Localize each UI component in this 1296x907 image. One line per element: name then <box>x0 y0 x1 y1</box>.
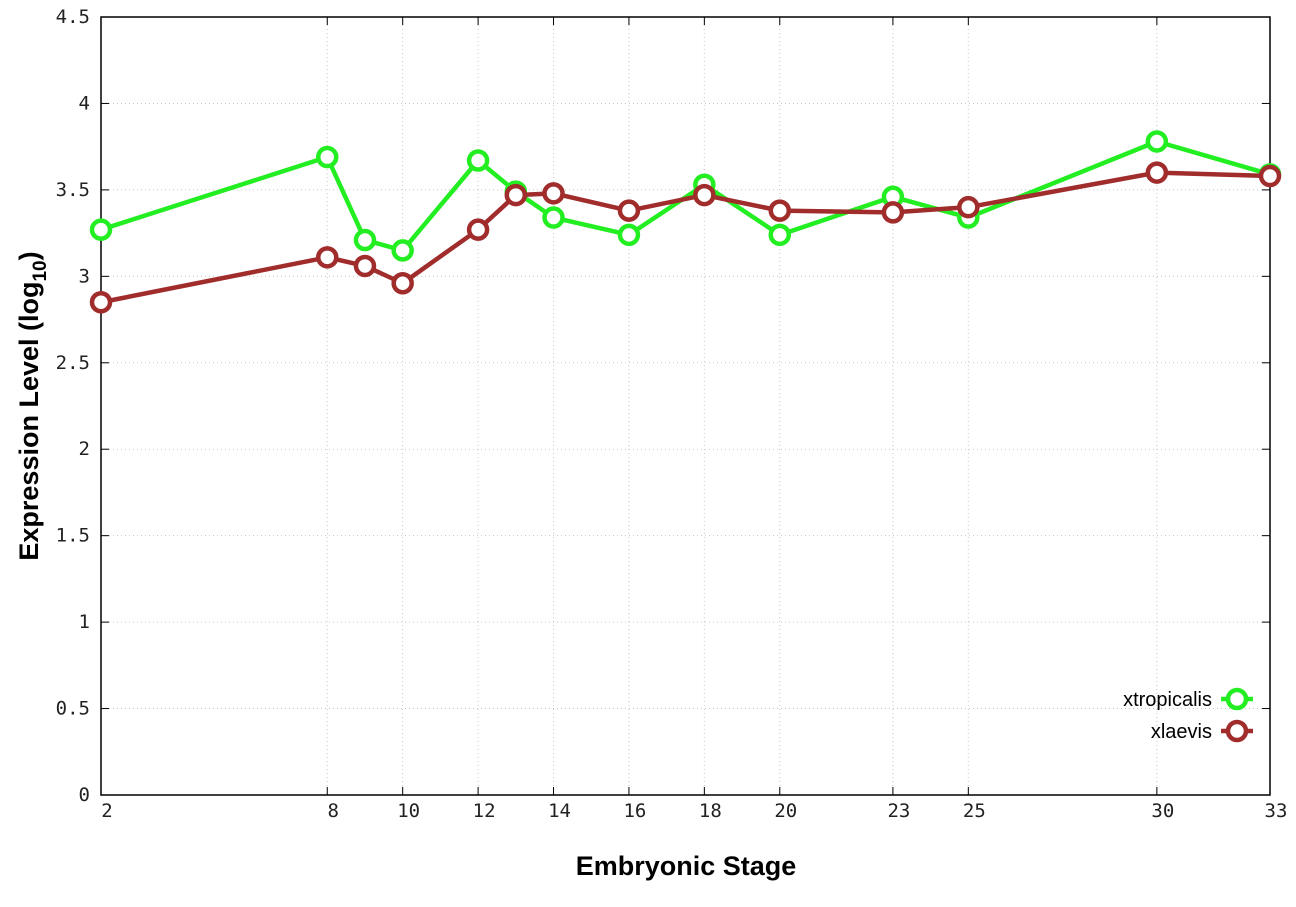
legend-label: xtropicalis <box>1123 689 1212 711</box>
y-axis-title-main: Expression Level (log <box>14 282 44 561</box>
data-point <box>466 218 490 241</box>
series-line <box>100 170 1271 305</box>
y-tick-label: 4 <box>79 92 90 114</box>
y-tick-label: 2.5 <box>56 352 90 374</box>
series-line <box>100 139 1271 253</box>
x-axis: 2 8 10 12 14 16 18 20 23 25 30 33 <box>100 17 1288 822</box>
data-point <box>1258 164 1282 188</box>
x-tick-label: 8 <box>328 800 339 822</box>
data-point <box>391 271 414 295</box>
y-axis-title-subscript: 10 <box>30 260 51 281</box>
y-tick-label: 0 <box>79 784 90 806</box>
legend-swatch-marker <box>1225 687 1249 711</box>
data-point <box>617 223 641 247</box>
x-tick-label: 25 <box>963 800 986 822</box>
data-point <box>617 199 641 222</box>
legend: xtropicalis xlaevis <box>1123 687 1253 743</box>
data-point <box>1145 130 1169 153</box>
data-point <box>542 182 565 205</box>
x-tick-label: 20 <box>774 800 797 822</box>
legend-swatch-marker <box>1225 719 1249 743</box>
y-axis-title: Expression Level (log10) <box>14 251 51 560</box>
data-point <box>316 145 339 169</box>
legend-label: xlaevis <box>1151 721 1212 743</box>
data-point <box>504 183 528 207</box>
x-tick-label: 14 <box>548 800 571 822</box>
y-tick-label: 0.5 <box>56 698 90 720</box>
series-layer <box>89 130 1282 314</box>
x-tick-label: 12 <box>473 800 496 822</box>
data-point <box>1145 161 1169 184</box>
x-tick-label: 16 <box>623 800 646 822</box>
series-xlaevis <box>89 161 1282 314</box>
y-axis: 0 0.5 1 1.5 2 2.5 3 3.5 4 4.5 <box>56 6 1270 806</box>
data-point <box>353 254 377 278</box>
data-point <box>353 228 377 252</box>
x-axis-title: Embryonic Stage <box>576 851 797 881</box>
grid <box>101 17 1270 795</box>
series-xtropicalis <box>89 130 1282 262</box>
data-point <box>89 218 113 241</box>
x-tick-label: 10 <box>397 800 420 822</box>
data-point <box>768 199 792 222</box>
y-tick-label: 2 <box>79 438 90 460</box>
y-tick-label: 1.5 <box>56 525 90 547</box>
data-point <box>316 246 339 269</box>
y-tick-label: 1 <box>79 611 90 633</box>
data-point <box>542 206 565 229</box>
data-point <box>693 183 716 207</box>
data-point <box>957 195 980 219</box>
x-tick-label: 33 <box>1265 800 1288 822</box>
y-tick-label: 3 <box>79 265 90 287</box>
plot-frame <box>100 16 1271 796</box>
x-tick-label: 18 <box>699 800 722 822</box>
x-tick-label: 23 <box>887 800 910 822</box>
x-tick-label: 2 <box>101 800 112 822</box>
y-axis-title-close: ) <box>14 251 44 260</box>
data-point <box>466 149 490 172</box>
y-tick-label: 3.5 <box>56 179 90 201</box>
data-point <box>881 201 905 224</box>
data-point <box>89 291 113 314</box>
y-tick-label: 4.5 <box>56 6 90 28</box>
data-point <box>768 223 792 247</box>
x-tick-label: 30 <box>1151 800 1174 822</box>
data-point <box>391 239 414 262</box>
